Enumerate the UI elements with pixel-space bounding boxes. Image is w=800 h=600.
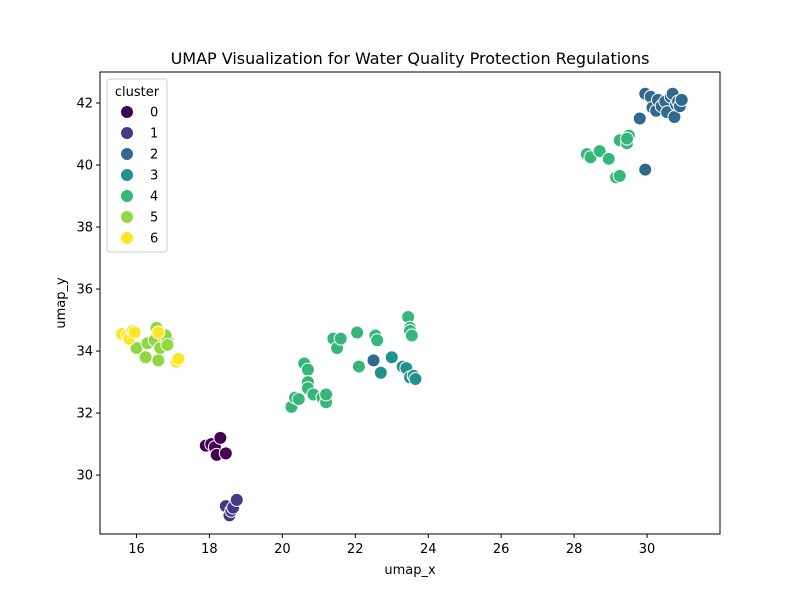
scatter-point-cluster-4	[620, 131, 634, 146]
legend-label-cluster-3: 3	[150, 169, 158, 184]
x-axis-label: umap_x	[384, 563, 436, 578]
scatter-point-cluster-5	[138, 350, 153, 365]
scatter-point-cluster-5	[160, 337, 175, 352]
x-tick-label: 20	[274, 542, 291, 557]
y-tick-label: 32	[76, 407, 93, 422]
legend-marker-cluster-3	[120, 168, 134, 182]
scatter-points	[114, 86, 689, 523]
scatter-point-cluster-6	[127, 325, 142, 340]
scatter-point-cluster-6	[151, 325, 166, 340]
scatter-point-cluster-0	[218, 446, 233, 461]
scatter-point-cluster-2	[632, 111, 647, 126]
legend-items: 0 1 2 3 4 5 6	[120, 105, 158, 247]
scatter-point-cluster-5	[151, 353, 166, 368]
scatter-point-cluster-3	[373, 365, 388, 380]
scatter-point-cluster-4	[333, 331, 348, 346]
x-tick-label: 28	[566, 542, 583, 557]
x-tick-label: 24	[420, 542, 437, 557]
x-axis-ticks: 16 18 20 22 24 26 28 30	[128, 534, 655, 557]
scatter-point-cluster-4	[612, 168, 627, 183]
scatter-point-cluster-4	[350, 325, 365, 340]
legend-label-cluster-6: 6	[150, 232, 158, 247]
legend-label-cluster-0: 0	[150, 106, 158, 121]
legend-marker-cluster-5	[120, 210, 134, 224]
legend-label-cluster-5: 5	[150, 211, 158, 226]
y-axis-ticks: 30 32 34 36 38 40 42	[76, 97, 100, 484]
scatter-point-cluster-4	[351, 359, 366, 374]
legend-marker-cluster-6	[120, 231, 134, 245]
scatter-point-cluster-4	[601, 151, 616, 166]
x-tick-label: 22	[347, 542, 364, 557]
scatter-point-cluster-4	[592, 144, 607, 159]
scatter-point-cluster-2	[674, 92, 689, 107]
legend-marker-cluster-2	[120, 147, 134, 161]
scatter-point-cluster-3	[384, 350, 399, 365]
scatter-point-cluster-4	[300, 362, 315, 377]
scatter-point-cluster-4	[319, 387, 334, 402]
legend-label-cluster-4: 4	[150, 190, 158, 205]
scatter-point-cluster-3	[408, 371, 423, 386]
scatter-point-cluster-0	[213, 430, 228, 445]
scatter-point-cluster-4	[404, 328, 419, 343]
scatter-point-cluster-1	[229, 492, 244, 507]
x-tick-label: 16	[128, 542, 145, 557]
scatter-point-cluster-4	[291, 392, 306, 407]
legend-label-cluster-1: 1	[150, 127, 158, 142]
y-axis-label: umap_y	[54, 277, 69, 329]
legend-title: cluster	[115, 85, 160, 100]
x-tick-label: 18	[201, 542, 218, 557]
chart-title: UMAP Visualization for Water Quality Pro…	[171, 49, 650, 68]
y-tick-label: 36	[76, 283, 93, 298]
scatter-point-cluster-6	[171, 351, 186, 366]
y-tick-label: 34	[76, 345, 93, 360]
scatter-point-cluster-2	[366, 353, 381, 368]
y-tick-label: 30	[76, 469, 93, 484]
legend-marker-cluster-1	[120, 126, 134, 140]
legend-marker-cluster-4	[120, 189, 134, 203]
x-tick-label: 26	[493, 542, 510, 557]
legend: cluster 0 1 2 3 4 5 6	[106, 78, 168, 253]
legend-box	[106, 78, 168, 253]
plot-frame	[99, 71, 721, 535]
legend-label-cluster-2: 2	[150, 148, 158, 163]
x-tick-label: 30	[639, 542, 656, 557]
y-tick-label: 40	[76, 159, 93, 174]
scatter-point-cluster-2	[638, 162, 653, 177]
scatter-point-cluster-4	[370, 333, 385, 348]
legend-marker-cluster-0	[120, 105, 134, 119]
y-tick-label: 38	[76, 221, 93, 236]
y-tick-label: 42	[76, 97, 93, 112]
